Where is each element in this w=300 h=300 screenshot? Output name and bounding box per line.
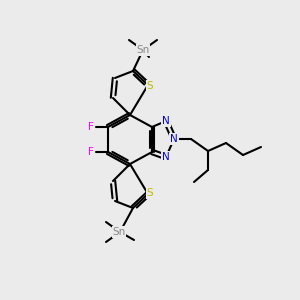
Text: Sn: Sn <box>136 45 150 55</box>
Text: N: N <box>162 116 170 126</box>
Text: S: S <box>147 81 153 91</box>
Text: F: F <box>88 147 94 157</box>
Text: N: N <box>170 134 178 144</box>
Text: N: N <box>162 152 170 162</box>
Text: S: S <box>147 188 153 198</box>
Text: Sn: Sn <box>112 227 126 237</box>
Text: F: F <box>88 122 94 132</box>
